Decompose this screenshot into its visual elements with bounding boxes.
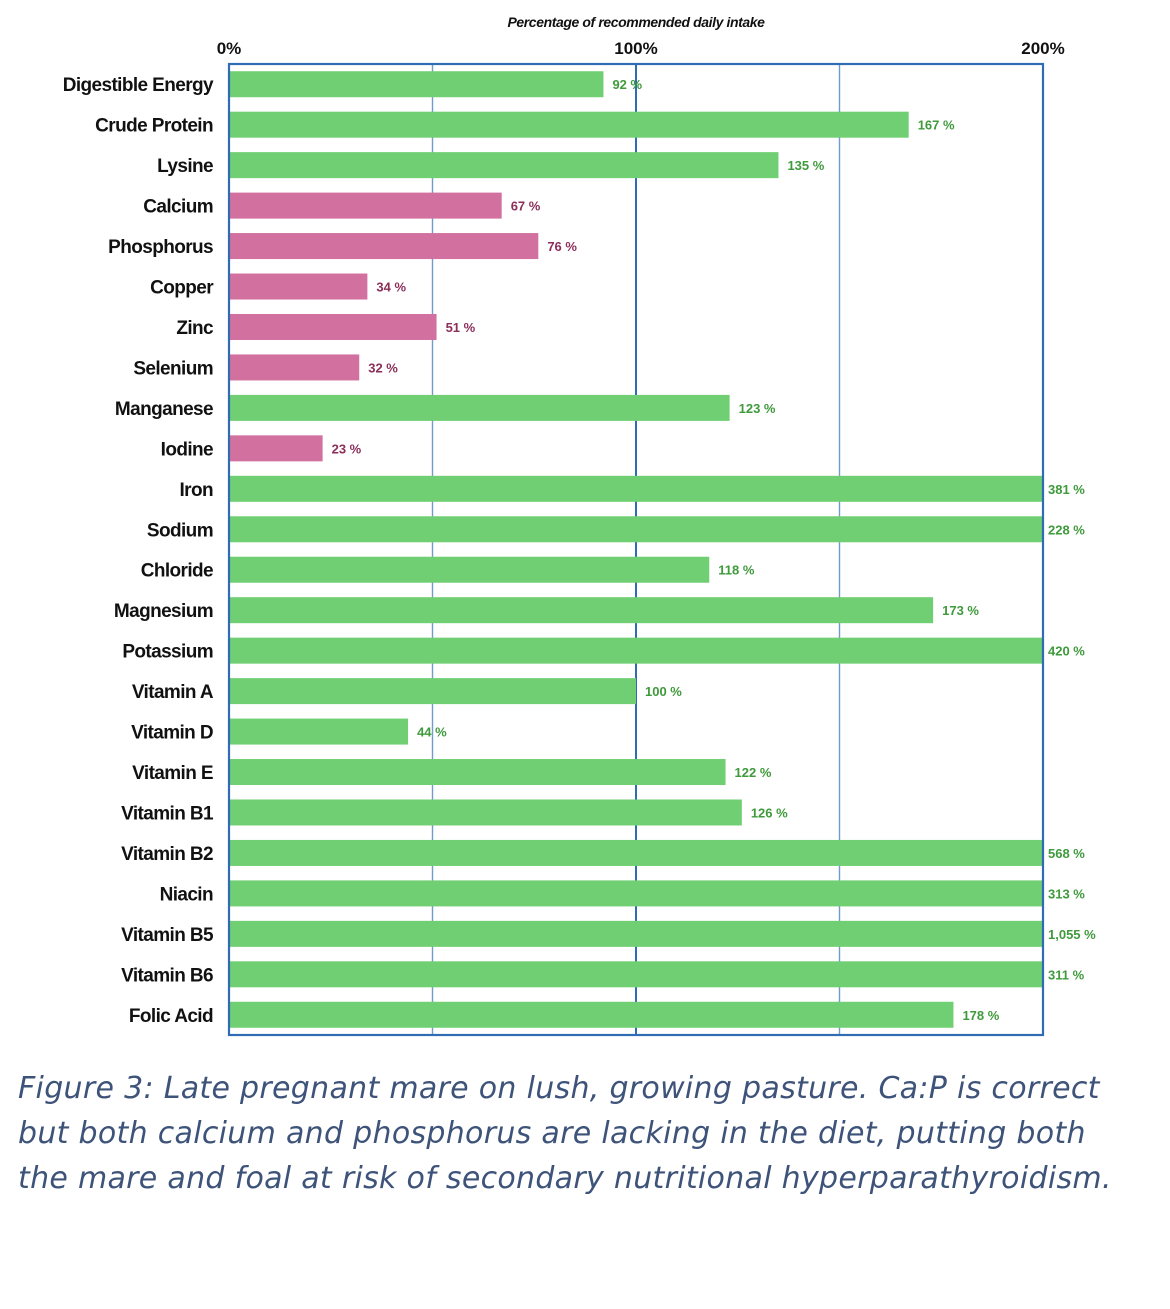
category-label: Crude Protein <box>95 116 213 137</box>
category-label: Vitamin A <box>132 682 214 703</box>
category-label: Folic Acid <box>129 1006 213 1027</box>
bar <box>229 718 409 745</box>
value-label: 67 % <box>511 199 541 214</box>
value-label: 32 % <box>368 360 398 375</box>
bar <box>229 597 934 624</box>
bar <box>229 394 730 421</box>
category-label: Chloride <box>141 561 213 582</box>
category-label: Vitamin B1 <box>121 803 214 824</box>
value-label: 23 % <box>332 441 362 456</box>
bar <box>229 516 1043 543</box>
category-label: Vitamin D <box>131 723 213 744</box>
value-label: 126 % <box>751 805 788 820</box>
category-label: Vitamin B2 <box>121 844 213 865</box>
category-label: Selenium <box>133 358 213 379</box>
bar <box>229 759 726 786</box>
category-label: Vitamin E <box>132 763 213 784</box>
value-labels: 92 % 167 % 135 % 67 % 76 % 34 % 51 % 32 % 123 % 2… <box>332 77 1097 1023</box>
value-label: 313 % <box>1048 886 1085 901</box>
category-label: Vitamin B6 <box>121 965 213 986</box>
category-label: Potassium <box>122 642 213 663</box>
category-label: Digestible Energy <box>63 75 214 96</box>
value-label: 178 % <box>962 1008 999 1023</box>
bar <box>229 475 1043 502</box>
value-label: 51 % <box>446 320 476 335</box>
value-label: 420 % <box>1048 644 1085 659</box>
x-tick-label: 0% <box>217 39 242 58</box>
value-label: 1,055 % <box>1048 927 1096 942</box>
category-label: Magnesium <box>114 601 213 622</box>
category-label: Phosphorus <box>108 237 213 258</box>
category-label: Calcium <box>143 197 213 218</box>
category-label: Copper <box>150 278 214 299</box>
plot-border <box>227 62 1045 1037</box>
bar <box>229 435 323 462</box>
axis-title: Percentage of recommended daily intake <box>507 14 765 30</box>
value-label: 92 % <box>612 77 642 92</box>
value-label: 167 % <box>918 118 955 133</box>
value-label: 122 % <box>735 765 772 780</box>
category-label: Iodine <box>161 439 213 460</box>
category-labels: Digestible Energy Crude Protein Lysine Calc… <box>63 75 215 1027</box>
bar <box>229 313 437 340</box>
value-label: 118 % <box>718 563 755 578</box>
value-label: 34 % <box>376 280 406 295</box>
bar <box>229 839 1043 866</box>
category-label: Niacin <box>160 884 213 905</box>
category-label: Zinc <box>176 318 214 339</box>
x-tick-label: 200% <box>1021 39 1064 58</box>
x-tick-label: 100% <box>614 39 657 58</box>
category-label: Sodium <box>147 520 213 541</box>
bar <box>229 1001 954 1028</box>
bar <box>229 354 360 381</box>
x-axis-ticks: 0% 100% 200% <box>217 39 1065 58</box>
bar <box>229 880 1043 907</box>
value-label: 568 % <box>1048 846 1085 861</box>
bar <box>229 637 1043 664</box>
value-label: 123 % <box>739 401 776 416</box>
bar <box>229 71 604 98</box>
bar <box>229 678 636 705</box>
category-label: Manganese <box>115 399 213 420</box>
category-label: Vitamin B5 <box>121 925 214 946</box>
bar <box>229 152 779 179</box>
category-label: Lysine <box>157 156 213 177</box>
bar <box>229 111 909 138</box>
value-label: 381 % <box>1048 482 1085 497</box>
value-label: 100 % <box>645 684 682 699</box>
bar <box>229 192 502 219</box>
value-label: 173 % <box>942 603 979 618</box>
bar <box>229 273 368 300</box>
value-label: 76 % <box>547 239 577 254</box>
category-label: Iron <box>180 480 214 501</box>
bar <box>229 233 539 260</box>
bar <box>229 920 1043 947</box>
value-label: 228 % <box>1048 522 1085 537</box>
gridlines <box>431 64 841 1035</box>
bars <box>229 71 1043 1028</box>
bar <box>229 556 710 583</box>
value-label: 44 % <box>417 725 447 740</box>
figure-caption: Figure 3: Late pregnant mare on lush, gr… <box>18 1071 1112 1196</box>
bar <box>229 799 742 826</box>
value-label: 311 % <box>1048 967 1085 982</box>
bar <box>229 961 1043 988</box>
bar-chart: Percentage of recommended daily intake 0… <box>63 14 1097 1037</box>
value-label: 135 % <box>787 158 824 173</box>
plot-frame <box>227 62 1045 1037</box>
